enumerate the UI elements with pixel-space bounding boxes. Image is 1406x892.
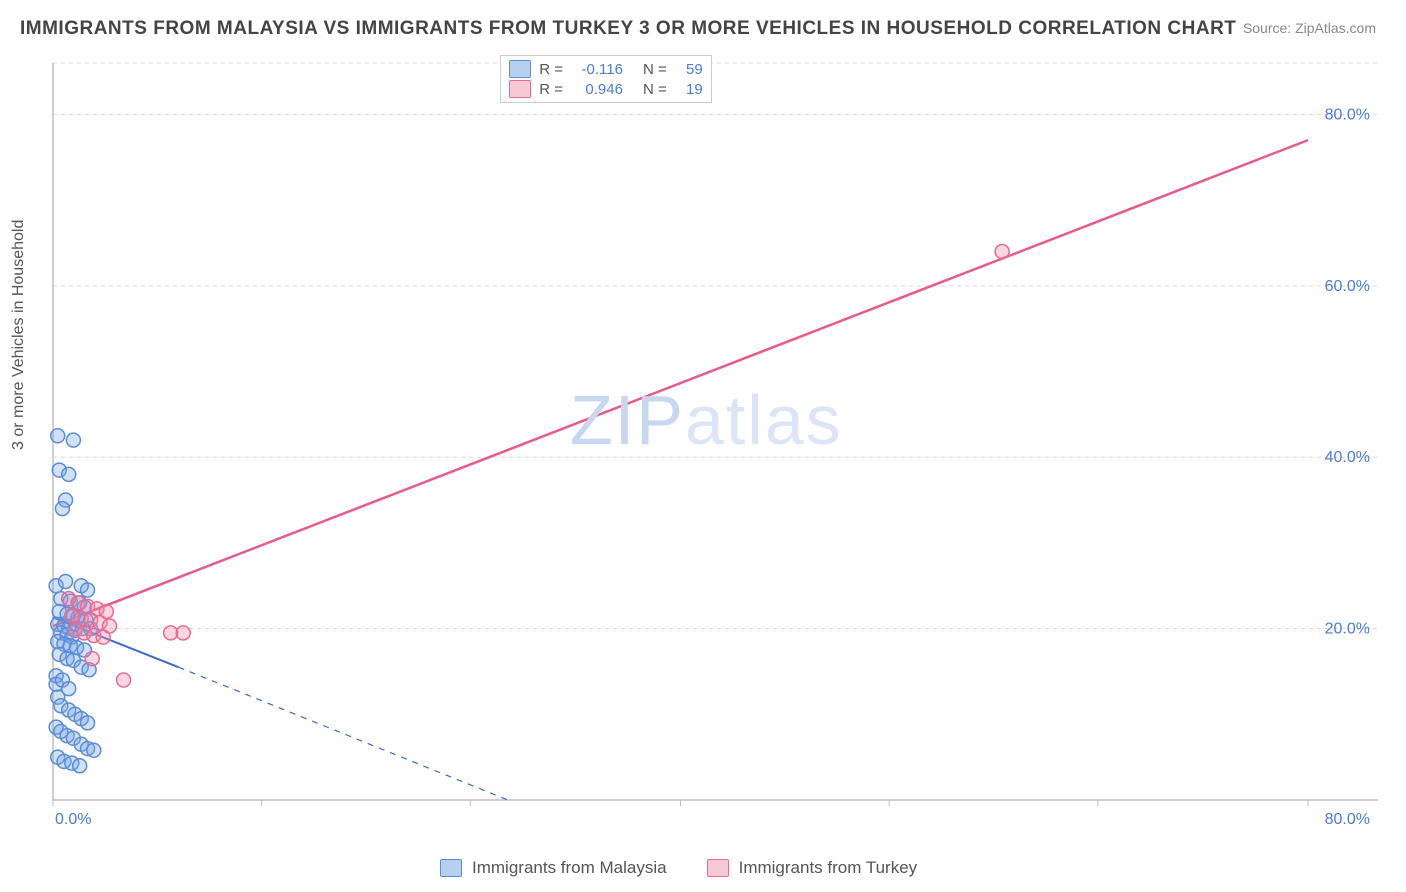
- svg-text:40.0%: 40.0%: [1325, 449, 1370, 466]
- chart-title: IMMIGRANTS FROM MALAYSIA VS IMMIGRANTS F…: [20, 18, 1236, 40]
- n-label: N =: [643, 61, 667, 78]
- legend-swatch-icon: [440, 859, 462, 877]
- legend-row: R = -0.116 N = 59: [509, 60, 703, 78]
- legend-item: Immigrants from Turkey: [707, 858, 918, 878]
- legend-label: Immigrants from Malaysia: [472, 858, 667, 878]
- svg-text:80.0%: 80.0%: [1325, 106, 1370, 123]
- legend-swatch-icon: [509, 80, 531, 98]
- r-label: R =: [539, 61, 563, 78]
- series-legend: Immigrants from Malaysia Immigrants from …: [440, 858, 917, 878]
- n-value: 59: [675, 61, 703, 78]
- legend-swatch-icon: [509, 60, 531, 78]
- svg-text:20.0%: 20.0%: [1325, 621, 1370, 638]
- legend-label: Immigrants from Turkey: [739, 858, 918, 878]
- y-axis-label: 3 or more Vehicles in Household: [10, 220, 28, 450]
- r-label: R =: [539, 81, 563, 98]
- svg-text:0.0%: 0.0%: [55, 811, 91, 828]
- scatter-plot: 20.0% 40.0% 60.0% 80.0% 0.0% 80.0%: [48, 55, 1378, 835]
- source-label: Source: ZipAtlas.com: [1243, 20, 1376, 36]
- svg-text:60.0%: 60.0%: [1325, 278, 1370, 295]
- r-value: 0.946: [571, 81, 623, 98]
- n-label: N =: [643, 81, 667, 98]
- legend-item: Immigrants from Malaysia: [440, 858, 667, 878]
- r-value: -0.116: [571, 61, 623, 78]
- legend-row: R = 0.946 N = 19: [509, 80, 703, 98]
- svg-text:80.0%: 80.0%: [1325, 811, 1370, 828]
- correlation-legend: R = -0.116 N = 59 R = 0.946 N = 19: [500, 55, 712, 103]
- n-value: 19: [675, 81, 703, 98]
- legend-swatch-icon: [707, 859, 729, 877]
